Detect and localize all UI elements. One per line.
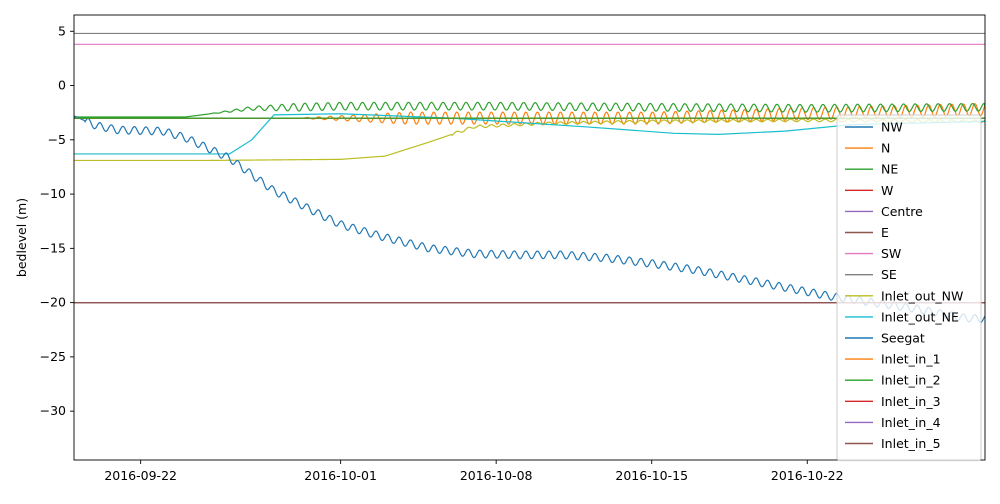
legend-label: Inlet_out_NW: [881, 288, 963, 303]
y-tick-label: 0: [58, 78, 66, 93]
plot-frame: [73, 14, 986, 461]
x-tick-label: 2016-10-15: [615, 468, 688, 483]
x-tick-label: 2016-10-08: [460, 468, 533, 483]
y-tick-label: −10: [40, 186, 66, 201]
y-tick-label: −25: [40, 349, 66, 364]
legend-label: N: [881, 141, 890, 156]
axes: 5 0 −5 −10 −15 −20 −25 −30 2016-09-22 2016-10-01 2…: [14, 14, 986, 483]
y-tick-label: −20: [40, 295, 66, 310]
series-line-seegat: [74, 115, 985, 324]
series-line-inlet-out-nw: [74, 118, 985, 162]
x-tick-label: 2016-09-22: [104, 468, 177, 483]
x-tick-label: 2016-10-22: [771, 468, 844, 483]
legend-label: SW: [881, 246, 901, 261]
legend-label: W: [881, 183, 893, 198]
legend-label: Inlet_in_5: [881, 436, 941, 451]
legend: NW N NE W Centre E SW SE Inlet_out_NW Inlet_out_N…: [836, 114, 982, 462]
legend-label: Seegat: [881, 331, 925, 346]
legend-label: SE: [881, 267, 897, 282]
legend-label: Inlet_in_3: [881, 394, 941, 409]
legend-label: Inlet_out_NE: [881, 309, 959, 324]
series-line-inlet-out-ne: [74, 113, 985, 155]
legend-label: NW: [881, 120, 903, 135]
legend-label: Inlet_in_4: [881, 415, 941, 430]
series-line-ne: [74, 101, 985, 118]
legend-label: Centre: [881, 204, 923, 219]
y-tick-label: −30: [40, 403, 66, 418]
legend-label: Inlet_in_2: [881, 373, 941, 388]
y-tick-label: 5: [58, 23, 66, 38]
y-tick-label: −15: [40, 240, 66, 255]
y-axis-label: bedlevel (m): [14, 198, 29, 277]
legend-label: E: [881, 225, 889, 240]
x-tick-label: 2016-10-01: [304, 468, 377, 483]
y-tick-label: −5: [48, 132, 66, 147]
legend-label: Inlet_in_1: [881, 352, 941, 367]
legend-box: [836, 114, 982, 462]
plot-area: [74, 32, 985, 324]
legend-label: NE: [881, 162, 898, 177]
